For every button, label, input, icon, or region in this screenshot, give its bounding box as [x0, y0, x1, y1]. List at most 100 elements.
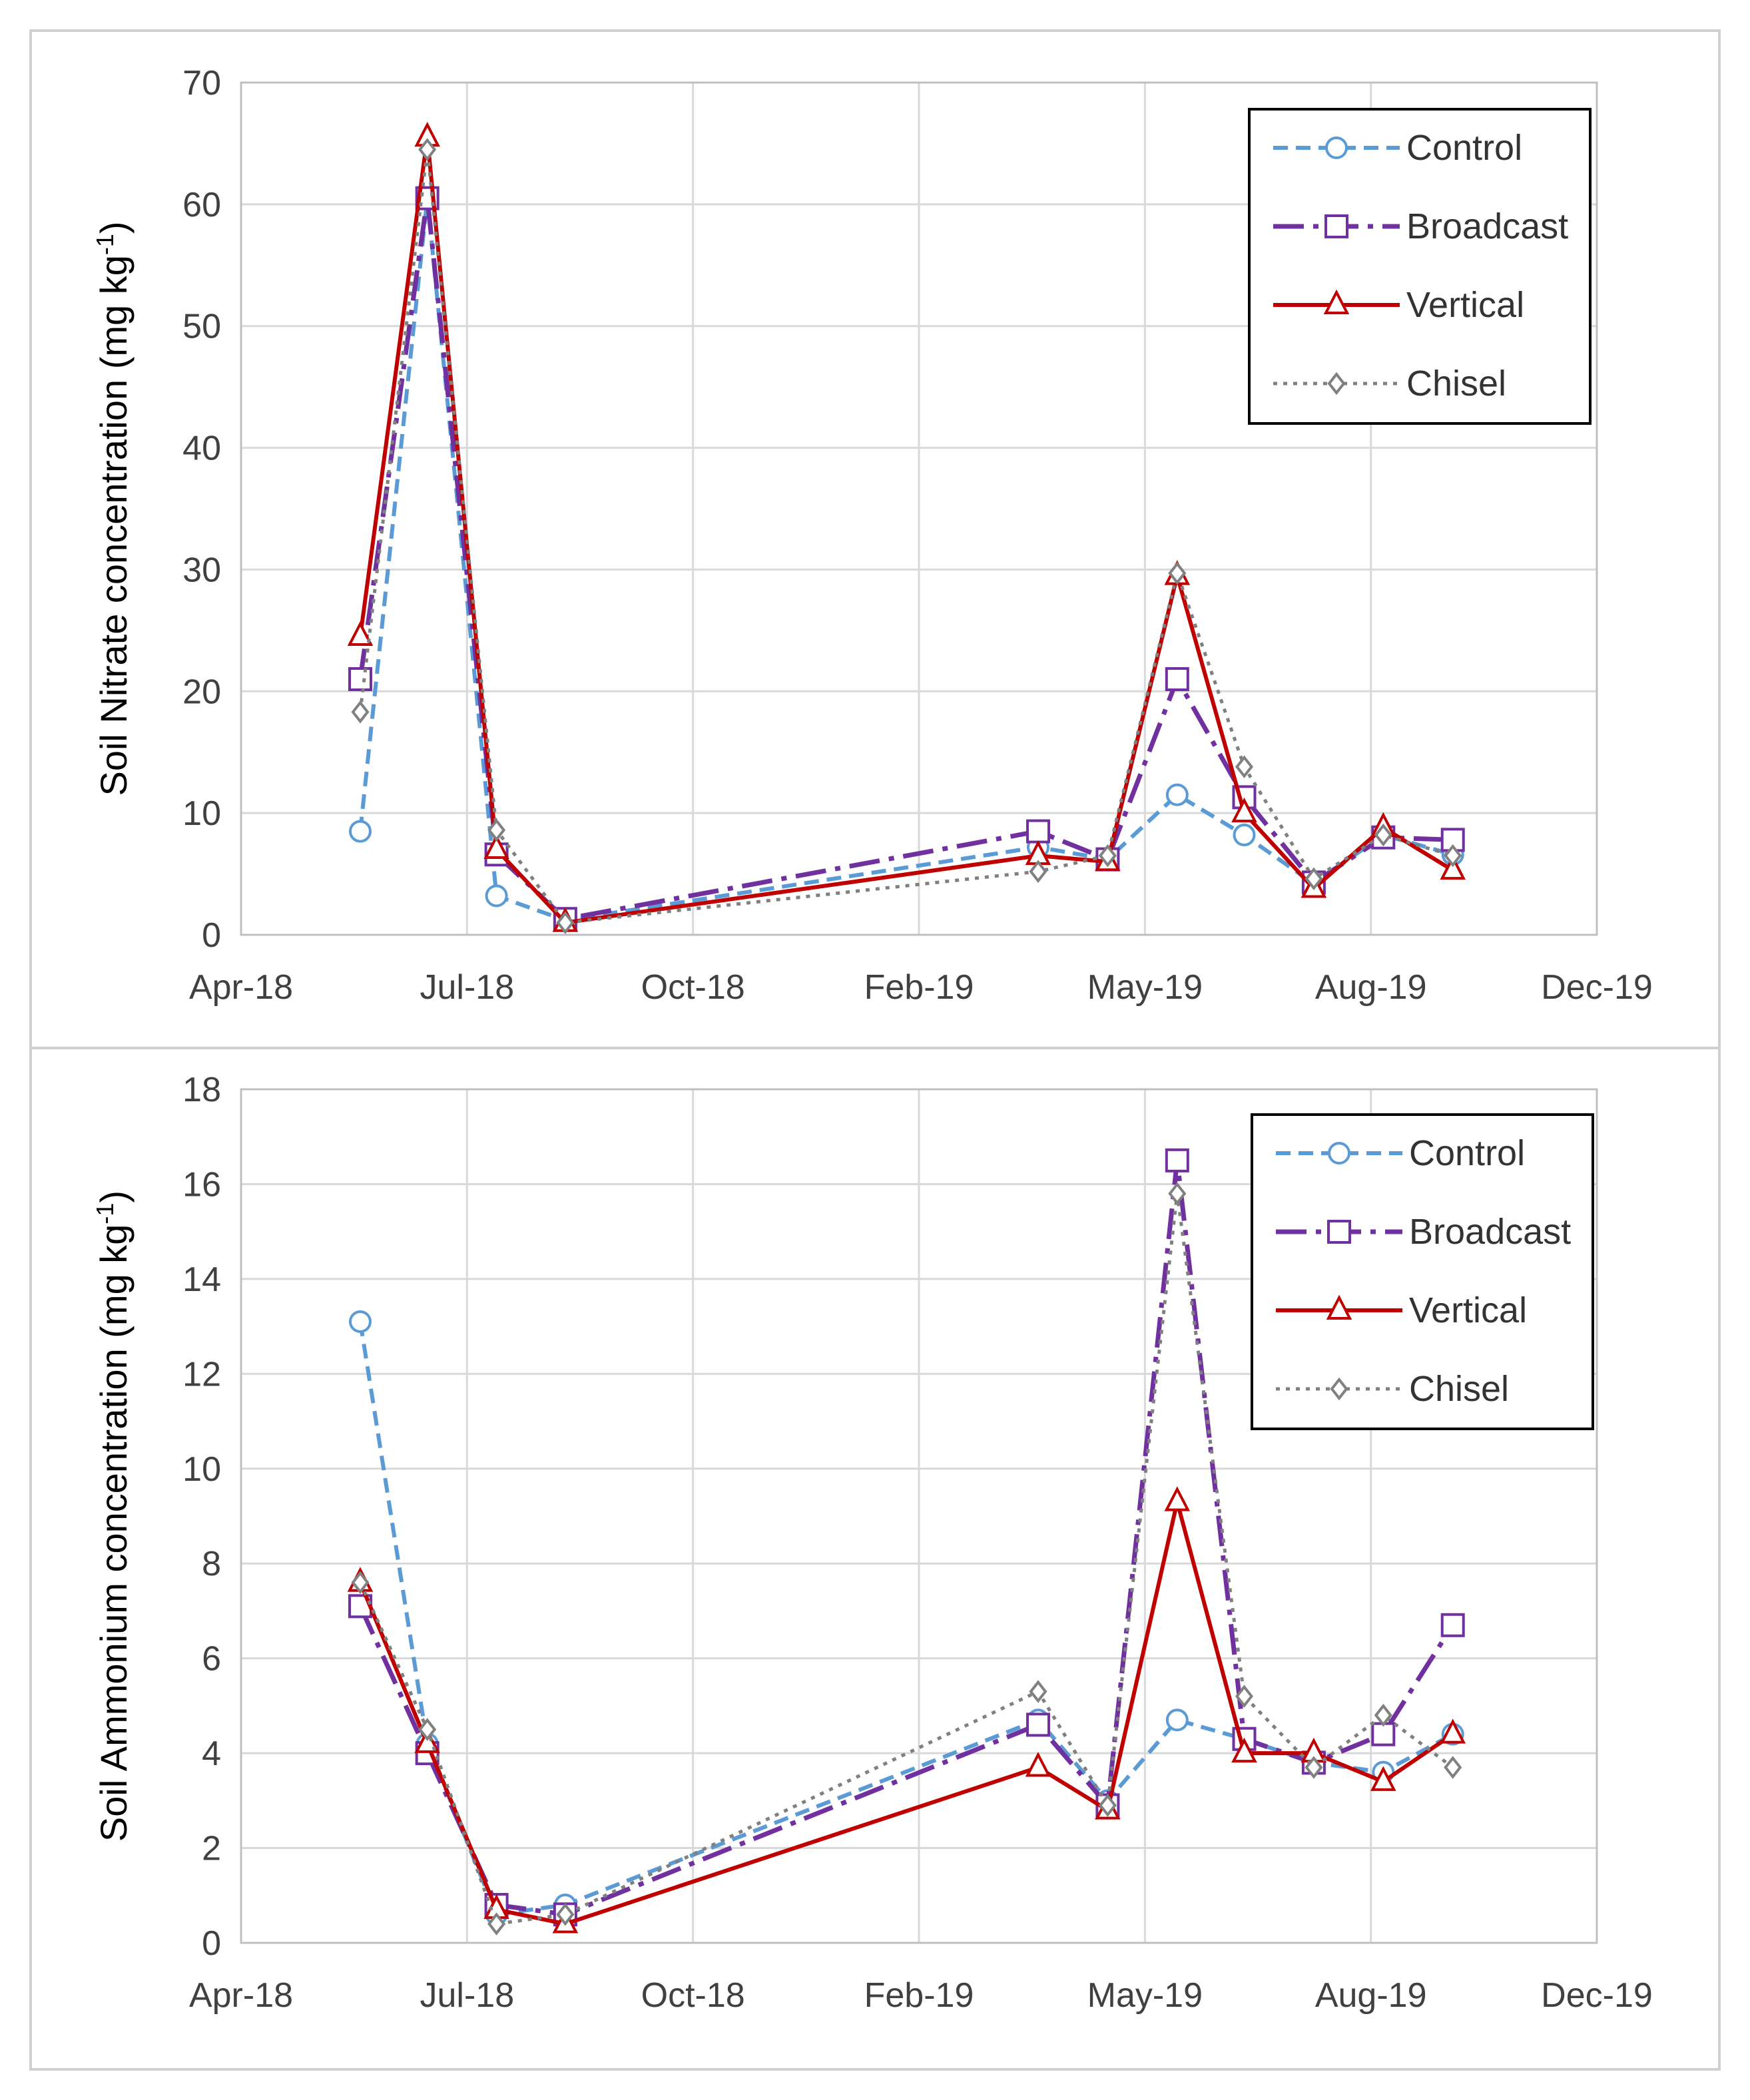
- ammonium-ytick-label: 8: [202, 1545, 221, 1583]
- ammonium-legend-broadcast-marker: [1327, 1220, 1351, 1244]
- nitrate-control-point: [348, 820, 372, 843]
- nitrate-legend-chisel-marker: [1327, 372, 1346, 395]
- ammonium-xtick-label: May-19: [1087, 1976, 1203, 2015]
- ammonium-legend-broadcast-label: Broadcast: [1409, 1212, 1571, 1252]
- ammonium-broadcast-point: [348, 1594, 372, 1619]
- ammonium-legend: Control Broadcast Vertical Chisel: [1251, 1113, 1594, 1430]
- nitrate-plot-border: [240, 81, 1598, 936]
- ammonium-chisel-point: [1374, 1703, 1392, 1727]
- nitrate-ytick-label: 30: [182, 551, 221, 589]
- nitrate-chisel-point: [1374, 823, 1392, 847]
- ammonium-ytick-label: 18: [182, 1071, 221, 1109]
- ammonium-broadcast-point: [1025, 1712, 1050, 1737]
- ammonium-vertical-point: [1231, 1737, 1257, 1763]
- ammonium-chisel-point: [1168, 1182, 1187, 1205]
- nitrate-legend-chisel-label: Chisel: [1406, 364, 1506, 403]
- nitrate-ytick-label: 70: [182, 64, 221, 103]
- ammonium-ytick-label: 10: [182, 1450, 221, 1489]
- nitrate-vertical-point: [1440, 854, 1466, 880]
- ammonium-ytick-label: 16: [182, 1165, 221, 1204]
- nitrate-chart: 0 10 20 30 40 50 60 70 Apr-18 Jul-18 Oct-18 Feb-19 M…: [91, 64, 1653, 1007]
- ammonium-ytick-label: 0: [202, 1924, 221, 1963]
- ammonium-vertical-point: [1025, 1752, 1051, 1777]
- ammonium-chisel-point: [1305, 1756, 1323, 1779]
- ammonium-xtick-label: Feb-19: [864, 1976, 974, 2015]
- nitrate-legend-broadcast-marker: [1324, 214, 1348, 238]
- ammonium-ytick-label: 6: [202, 1640, 221, 1679]
- nitrate-legend-vertical-label: Vertical: [1406, 285, 1524, 325]
- nitrate-chisel-point: [351, 700, 370, 724]
- ammonium-legend-control-marker: [1328, 1142, 1350, 1165]
- ammonium-chisel-point: [1444, 1756, 1462, 1779]
- ammonium-ytick-label: 4: [202, 1734, 221, 1773]
- nitrate-broadcast-point: [1165, 667, 1189, 691]
- nitrate-broadcast-point: [348, 667, 372, 691]
- nitrate-chisel-point: [1029, 860, 1047, 884]
- ammonium-xtick-label: Oct-18: [641, 1976, 745, 2015]
- ammonium-y-axis-label: Soil Ammonium concentration (mg kg-1): [91, 1190, 135, 1842]
- nitrate-vertical-point: [483, 834, 509, 859]
- ammonium-broadcast-point: [1165, 1148, 1189, 1173]
- ammonium-ytick-label: 2: [202, 1830, 221, 1868]
- nitrate-chisel-point: [1235, 755, 1254, 778]
- nitrate-xtick-label: Apr-18: [189, 968, 293, 1007]
- ammonium-legend-vertical-label: Vertical: [1409, 1290, 1527, 1330]
- ammonium-chart: 0 2 4 6 8 10 12 14 16 18 Apr-18 Jul-18 Oct-18 Feb-19 M…: [91, 1071, 1653, 2015]
- ammonium-xtick-label: Aug-19: [1315, 1976, 1427, 2015]
- nitrate-ytick-label: 0: [202, 916, 221, 955]
- nitrate-chisel-point: [418, 138, 437, 161]
- ammonium-series-chisel: [351, 1182, 1462, 1936]
- ammonium-ytick-label: 12: [182, 1355, 221, 1394]
- ammonium-vertical-point: [1370, 1766, 1396, 1791]
- ammonium-vertical-line: [358, 1499, 1454, 1926]
- ammonium-vertical-point: [414, 1728, 440, 1753]
- ammonium-plot-border: [240, 1088, 1598, 1944]
- ammonium-legend-chisel-label: Chisel: [1409, 1369, 1509, 1409]
- nitrate-ytick-label: 60: [182, 186, 221, 224]
- ammonium-chisel-point: [487, 1912, 506, 1936]
- nitrate-chisel-point: [1444, 844, 1462, 868]
- nitrate-ytick-label: 50: [182, 308, 221, 346]
- ammonium-xtick-label: Apr-18: [189, 1976, 293, 2015]
- ammonium-chisel-point: [1029, 1680, 1047, 1703]
- nitrate-control-point: [1233, 824, 1256, 847]
- nitrate-control-point: [1165, 783, 1189, 806]
- ammonium-broadcast-point: [1440, 1613, 1465, 1637]
- nitrate-legend-vertical-marker: [1323, 289, 1350, 314]
- ammonium-chisel-point: [1235, 1685, 1254, 1708]
- nitrate-legend-control-marker: [1325, 136, 1348, 159]
- ammonium-broadcast-point: [1371, 1722, 1396, 1746]
- nitrate-legend-box: [1248, 108, 1592, 425]
- ammonium-chisel-point: [556, 1903, 575, 1926]
- nitrate-control-point: [485, 884, 508, 908]
- nitrate-chisel-point: [556, 911, 575, 934]
- ammonium-legend-control-label: Control: [1409, 1133, 1525, 1173]
- ammonium-control-point: [1165, 1708, 1189, 1732]
- ammonium-legend-chisel-marker: [1330, 1377, 1348, 1401]
- ammonium-ytick-label: 14: [182, 1260, 221, 1299]
- ammonium-legend-vertical-marker: [1326, 1294, 1352, 1320]
- nitrate-xtick-label: May-19: [1087, 968, 1203, 1007]
- nitrate-ytick-label: 10: [182, 794, 221, 833]
- ammonium-xtick-label: Jul-18: [420, 1976, 515, 2015]
- nitrate-legend: Control Broadcast Vertical Chisel: [1248, 108, 1592, 425]
- ammonium-vertical-point: [1164, 1486, 1191, 1511]
- ammonium-legend-box: [1251, 1113, 1594, 1430]
- nitrate-xtick-label: Jul-18: [420, 968, 515, 1007]
- ammonium-series-vertical: [347, 1486, 1466, 1934]
- ammonium-chisel-point: [418, 1718, 437, 1741]
- ammonium-vertical-point: [1440, 1718, 1466, 1744]
- nitrate-chisel-point: [487, 818, 506, 842]
- nitrate-chisel-point: [1305, 867, 1323, 891]
- nitrate-legend-control-label: Control: [1406, 128, 1522, 168]
- nitrate-xtick-label: Dec-19: [1541, 968, 1653, 1007]
- ammonium-chisel-point: [1098, 1794, 1117, 1817]
- nitrate-y-axis-label: Soil Nitrate concentration (mg kg-1): [91, 221, 135, 796]
- nitrate-xtick-label: Feb-19: [864, 968, 974, 1007]
- nitrate-legend-broadcast-label: Broadcast: [1406, 206, 1568, 246]
- ammonium-control-point: [348, 1310, 372, 1333]
- nitrate-broadcast-point: [1025, 819, 1050, 844]
- nitrate-chisel-point: [1168, 561, 1187, 585]
